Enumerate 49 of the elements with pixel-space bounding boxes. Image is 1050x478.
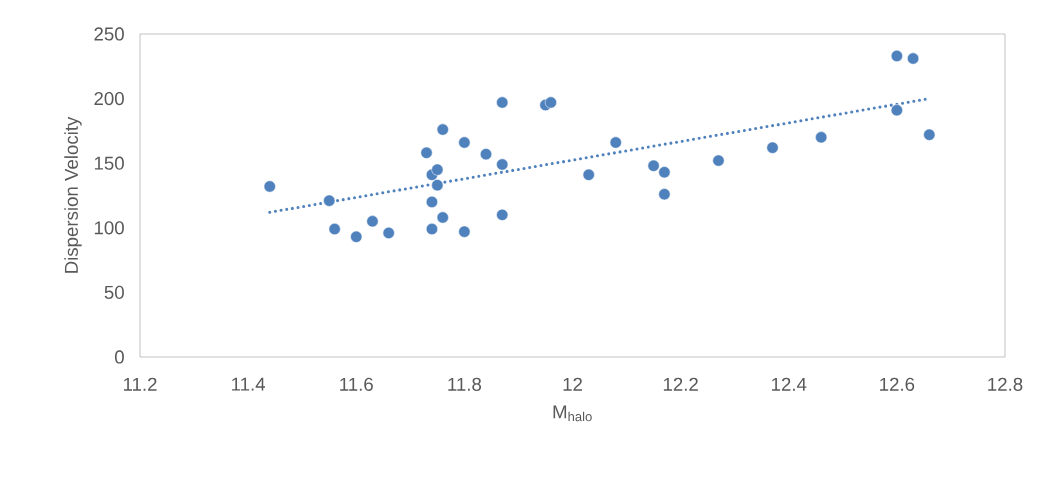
point [350,230,363,243]
point [890,104,903,117]
point [712,154,725,167]
point [658,188,671,201]
point [431,163,444,176]
y-tick-label: 150 [94,156,124,170]
point [544,96,557,109]
point [263,180,276,193]
point [480,148,493,161]
point [890,49,903,62]
x-tick-label: 12 [563,377,582,391]
point [382,226,395,239]
y-tick-label: 200 [94,91,124,106]
x-tick-label: 12.6 [880,377,915,391]
point [609,136,622,149]
point [425,223,438,236]
point [366,215,379,228]
x-tick-label: 12.8 [988,377,1023,391]
point [458,225,471,238]
y-axis-title: Dispersion Velocity [64,116,82,273]
y-tick-label: 50 [104,285,124,299]
point [496,208,509,221]
point [458,136,471,149]
x-tick-label: 12.2 [663,377,698,391]
point [436,123,449,136]
point [425,195,438,208]
y-tick-label: 100 [94,221,124,235]
point [766,141,779,154]
point [582,168,595,181]
x-tick-label: 12.4 [772,377,807,391]
point [815,131,828,144]
x-tick-label: 11.4 [232,377,266,391]
y-tick-label: 250 [94,27,124,41]
y-tick-label: 0 [114,350,124,364]
point [496,96,509,109]
point [658,166,671,179]
x-axis-title: M$_{halo}$ [553,405,592,422]
x-tick-label: 11.6 [340,377,373,391]
point [431,179,444,192]
point [923,128,936,141]
x-tick-label: 11.2 [123,377,157,391]
point [496,158,509,171]
point [323,194,336,207]
point [907,52,920,65]
x-tick-label: 11.8 [448,377,482,391]
point [328,223,341,236]
point [436,211,449,224]
point [647,159,660,172]
point [420,146,433,159]
